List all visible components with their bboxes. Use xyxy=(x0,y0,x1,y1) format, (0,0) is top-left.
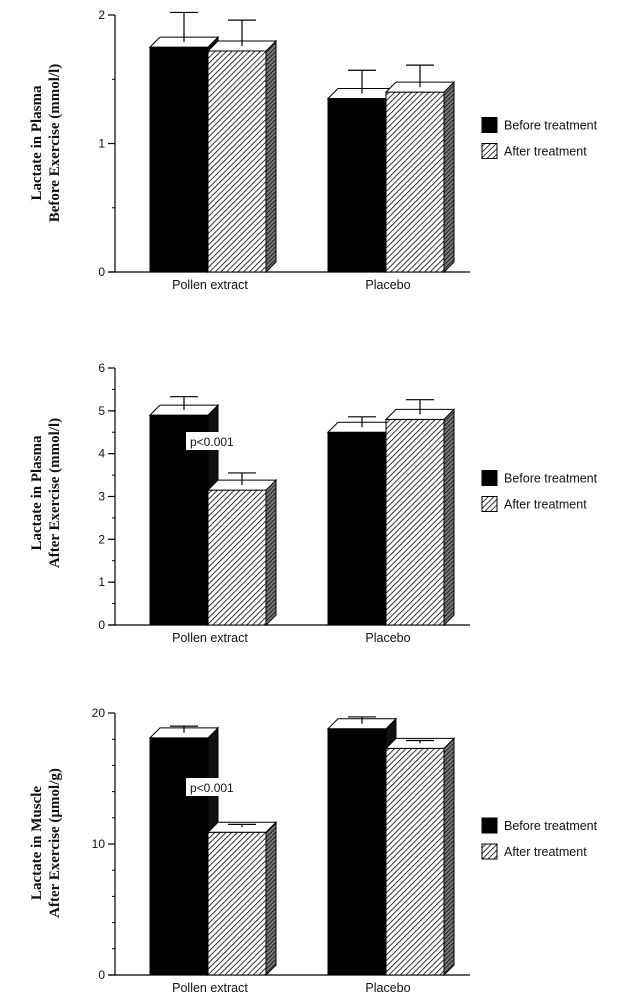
y-tick-label: 20 xyxy=(92,706,106,720)
bar-after-treatment xyxy=(384,737,456,977)
bar-front-face xyxy=(327,431,387,626)
bar-front-face xyxy=(327,98,387,273)
bar-front-face xyxy=(207,50,267,273)
bar-side-face xyxy=(265,821,277,977)
bar-front-face xyxy=(385,747,445,976)
y-axis-label-line: Lactate in Plasma xyxy=(29,85,45,200)
y-axis-label-line: Lactate in Plasma xyxy=(29,435,45,550)
bar-after-treatment xyxy=(206,472,278,627)
legend-swatch-before xyxy=(481,817,498,834)
bar-front-face xyxy=(207,489,267,626)
y-tick-label: 2 xyxy=(98,8,105,22)
category-label: Pollen extract xyxy=(172,981,248,995)
bar-front-face xyxy=(385,418,445,626)
bar-front-face xyxy=(327,728,387,976)
bar-after-treatment xyxy=(206,821,278,977)
legend-swatch-after xyxy=(481,143,498,159)
y-axis-label-line: Before Exercise (mmol/l) xyxy=(47,64,63,223)
legend-swatch-after xyxy=(481,496,498,512)
category-label: Pollen extract xyxy=(172,631,248,645)
y-tick-label: 0 xyxy=(98,968,105,982)
significance-annotation: p<0.001 xyxy=(190,781,234,795)
y-tick-label: 6 xyxy=(98,361,105,375)
y-axis-label-line: After Exercise (mmol/l) xyxy=(47,418,63,568)
bar-side-face xyxy=(443,408,455,627)
legend-label: Before treatment xyxy=(504,472,598,486)
legend-swatch-before xyxy=(481,470,498,486)
y-axis-label-line: After Exercise (µmol/g) xyxy=(47,768,63,918)
y-tick-label: 1 xyxy=(98,575,105,589)
legend-swatch-after xyxy=(481,843,498,860)
bar-front-face xyxy=(149,737,209,976)
y-tick-label: 0 xyxy=(98,265,105,279)
y-axis-label: Lactate in Muscle After Exercise (µmol/g) xyxy=(29,768,63,918)
y-tick-label: 2 xyxy=(98,532,105,546)
y-tick-label: 5 xyxy=(98,404,105,418)
y-tick-label: 4 xyxy=(98,447,105,461)
bar-front-face xyxy=(149,46,209,273)
y-axis-label: Lactate in Plasma Before Exercise (mmol/l… xyxy=(29,64,63,223)
bar-side-face xyxy=(265,478,277,627)
bar-after-treatment xyxy=(384,64,456,274)
legend-label: Before treatment xyxy=(504,819,598,833)
category-label: Pollen extract xyxy=(172,278,248,292)
y-axis-label-line: Lactate in Muscle xyxy=(29,786,45,900)
chart-panel-3: 0 10 20 Lactate in Muscle After Exercise (µm… xyxy=(29,706,598,995)
bar-after-treatment xyxy=(384,399,456,627)
category-label: Placebo xyxy=(365,278,410,292)
bar-front-face xyxy=(207,831,267,976)
bar-side-face xyxy=(443,737,455,977)
legend: Before treatment After treatment xyxy=(481,817,598,860)
bar-side-face xyxy=(443,80,455,274)
legend-label: After treatment xyxy=(504,498,587,512)
bar-front-face xyxy=(385,91,445,273)
category-label: Placebo xyxy=(365,981,410,995)
category-label: Placebo xyxy=(365,631,410,645)
y-tick-label: 3 xyxy=(98,490,105,504)
legend-label: After treatment xyxy=(504,145,587,159)
y-tick-label: 0 xyxy=(98,618,105,632)
bar-side-face xyxy=(265,39,277,274)
y-axis-label: Lactate in Plasma After Exercise (mmol/l) xyxy=(29,418,63,568)
y-tick-label: 1 xyxy=(98,137,105,151)
legend-swatch-before xyxy=(481,117,498,133)
legend: Before treatment After treatment xyxy=(481,470,598,512)
annotation-box xyxy=(186,778,244,796)
bar-after-treatment xyxy=(206,19,278,274)
significance-annotation: p<0.001 xyxy=(190,435,234,449)
legend-label: Before treatment xyxy=(504,119,598,133)
chart-panel-1: 0 1 2 Lactate in Plasma Before Exercise (mmo… xyxy=(29,8,598,292)
legend: Before treatment After treatment xyxy=(481,117,598,159)
legend-label: After treatment xyxy=(504,845,587,859)
annotation-box xyxy=(186,432,244,450)
y-tick-label: 10 xyxy=(92,837,106,851)
chart-panel-2: 0 1 2 3 4 5 6 Lactate in Plasma After Exercise (… xyxy=(29,361,598,645)
